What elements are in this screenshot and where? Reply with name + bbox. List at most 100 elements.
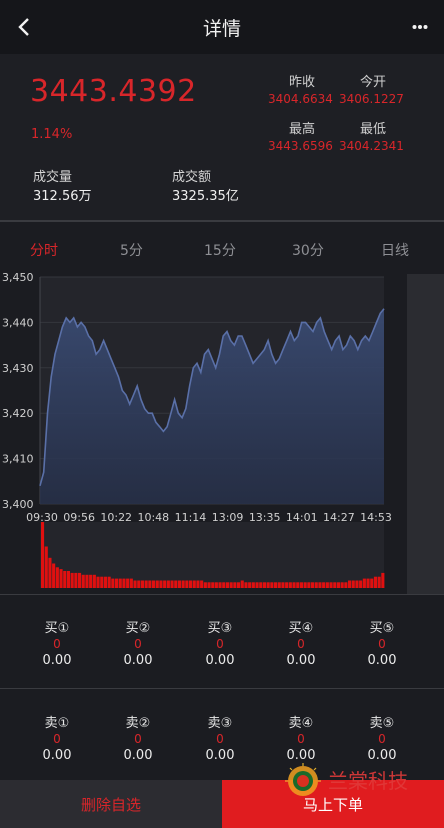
volume-bar [355, 580, 359, 588]
prev-close-value: 3404.6634 [268, 92, 333, 106]
volume-bar [299, 582, 303, 588]
sell-level-1: 卖① 0 0.00 [27, 712, 87, 763]
back-button[interactable] [10, 13, 38, 41]
volume-bar [281, 582, 285, 588]
y-tick-label: 3,400 [2, 498, 34, 511]
page-title: 详情 [202, 17, 241, 40]
x-tick-label: 14:27 [323, 511, 355, 524]
level-price: 0.00 [205, 653, 235, 668]
volume-bar [255, 582, 259, 588]
remove-watchlist-button[interactable]: 删除自选 [0, 780, 222, 828]
volume-bar [174, 580, 178, 588]
volume-bar [314, 582, 318, 588]
volume-bar [336, 582, 340, 588]
volume-bar [63, 571, 67, 588]
volume-bar [333, 582, 337, 588]
level-count: 0 [134, 732, 142, 746]
volume-bar [107, 576, 111, 588]
volume-bar [140, 580, 144, 588]
x-tick-label: 11:14 [175, 511, 207, 524]
volume-bar [203, 582, 207, 588]
volume-bar [137, 580, 141, 588]
sell-level-2: 卖② 0 0.00 [108, 712, 168, 763]
volume-bar [144, 580, 148, 588]
x-tick-label: 09:30 [26, 511, 58, 524]
low-label: 最低 [360, 122, 387, 137]
volume-bar [225, 582, 229, 588]
level-name: 卖② [125, 716, 151, 731]
price-line [39, 308, 385, 487]
level-count: 0 [216, 732, 224, 746]
volume-bar [288, 582, 292, 588]
intraday-chart[interactable]: 3,450 3,440 3,430 3,420 3,410 3,400 09:30 09:5… [0, 268, 444, 594]
x-tick-label: 13:09 [212, 511, 244, 524]
volume-bar [340, 582, 344, 588]
x-tick-label: 09:56 [63, 511, 95, 524]
buy-level-3: 买③ 0 0.00 [190, 617, 250, 668]
watermark: 兰棠科技 [282, 762, 432, 802]
change-percent: 1.14% [31, 127, 73, 142]
volume-bar [55, 567, 59, 588]
volume-bar [296, 582, 300, 588]
volume-bar [292, 582, 296, 588]
level-name: 买① [44, 621, 70, 636]
tab-intraday[interactable]: 分时 [30, 243, 58, 259]
volume-bar [148, 580, 152, 588]
more-button[interactable] [406, 13, 434, 41]
amount-label: 成交额 [172, 170, 212, 185]
volume-bar [381, 572, 385, 588]
volume-bar [103, 576, 107, 588]
tab-15min[interactable]: 15分 [204, 243, 236, 259]
place-order-button[interactable]: 马上下单 [222, 780, 444, 828]
volume-bar [311, 582, 315, 588]
volume-bar [377, 576, 381, 588]
x-tick-label: 14:53 [360, 511, 392, 524]
level-name: 买④ [288, 621, 314, 636]
prev-close-label: 昨收 [289, 75, 316, 90]
sell-level-5: 卖⑤ 0 0.00 [352, 712, 412, 763]
level-name: 卖④ [288, 716, 314, 731]
volume-bar [244, 582, 248, 588]
volume-bar [189, 580, 193, 588]
y-tick-label: 3,410 [2, 453, 34, 466]
volume-bar [211, 582, 215, 588]
volume-bar [85, 574, 89, 588]
more-dots-icon [412, 25, 428, 29]
volume-bar [251, 582, 255, 588]
volume-bar [122, 578, 126, 588]
volume-bar [207, 582, 211, 588]
volume-bar [270, 582, 274, 588]
volume-label: 成交量 [33, 170, 73, 185]
volume-bar [218, 582, 222, 588]
volume-bar [152, 580, 156, 588]
volume-bar [89, 574, 93, 588]
level-price: 0.00 [123, 748, 153, 763]
sunflower-logo-icon [285, 763, 321, 796]
buy-level-2: 买② 0 0.00 [108, 617, 168, 668]
volume-bar [222, 582, 226, 588]
volume-bar [163, 580, 167, 588]
sell-level-4: 卖④ 0 0.00 [271, 712, 331, 763]
current-price: 3443.4392 [30, 74, 197, 109]
volume-bar [262, 582, 266, 588]
x-axis-labels: 09:30 09:56 10:22 10:48 11:14 13:09 13:35 14:01… [26, 511, 392, 524]
level-count: 0 [297, 732, 305, 746]
volume-bar [133, 580, 137, 588]
y-tick-label: 3,430 [2, 362, 34, 375]
volume-bar [41, 522, 45, 588]
volume-bar [200, 580, 204, 588]
x-tick-label: 14:01 [286, 511, 318, 524]
chart-right-panel [407, 274, 444, 594]
level-price: 0.00 [367, 653, 397, 668]
volume-bar [177, 580, 181, 588]
high-label: 最高 [289, 122, 316, 137]
volume-bar [233, 582, 237, 588]
level-count: 0 [53, 637, 61, 651]
volume-bars-layer [41, 522, 385, 588]
tab-30min[interactable]: 30分 [292, 243, 324, 259]
open-value: 3406.1227 [339, 92, 404, 106]
tab-daily[interactable]: 日线 [381, 243, 409, 259]
chart-orderbook-divider [0, 594, 444, 595]
volume-bar [196, 580, 200, 588]
tab-5min[interactable]: 5分 [120, 243, 143, 259]
